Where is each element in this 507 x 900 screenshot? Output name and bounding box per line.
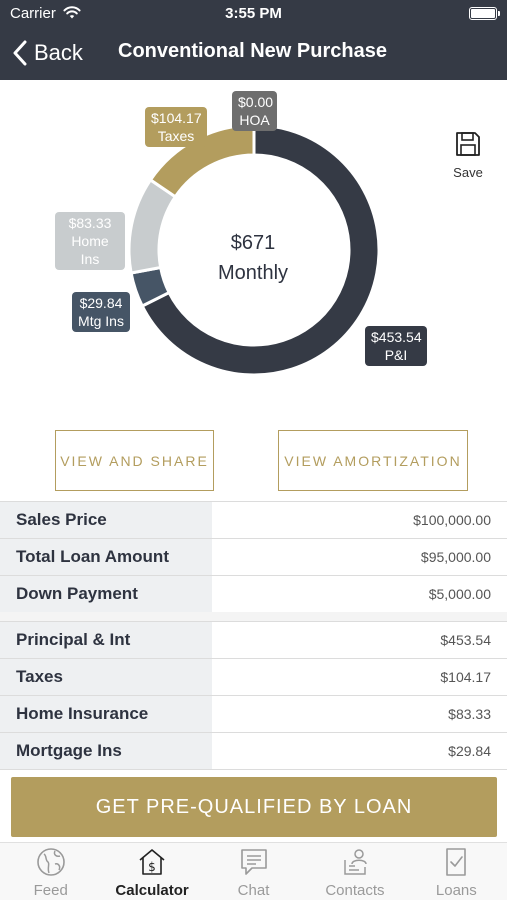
- back-label: Back: [34, 40, 83, 65]
- row-value: $100,000.00: [413, 512, 491, 528]
- monthly-amount: $671: [230, 232, 276, 254]
- callout-taxes: $104.17 Taxes: [145, 107, 207, 147]
- tab-chat[interactable]: Chat: [203, 843, 304, 900]
- table-row: Principal & Int $453.54: [0, 622, 507, 659]
- donut-slice-home: [127, 177, 178, 275]
- view-and-share-button[interactable]: VIEW AND SHARE: [55, 430, 214, 491]
- row-label: Sales Price: [0, 502, 212, 538]
- row-label: Down Payment: [0, 576, 212, 612]
- row-label: Home Insurance: [0, 696, 212, 732]
- floppy-disk-icon: [456, 132, 480, 156]
- payment-breakdown-table: Principal & Int $453.54 Taxes $104.17 Ho…: [0, 621, 507, 770]
- donut-svg: [127, 123, 381, 377]
- section-divider: [0, 612, 507, 621]
- tab-chat-label: Chat: [237, 882, 270, 899]
- get-pre-qualified-button[interactable]: GET PRE-QUALIFIED BY LOAN: [11, 777, 497, 837]
- table-row: Taxes $104.17: [0, 659, 507, 696]
- wifi-icon: [63, 6, 81, 19]
- chat-icon: [240, 849, 267, 875]
- view-amortization-button[interactable]: VIEW AMORTIZATION: [278, 430, 468, 491]
- calculator-icon: $: [139, 849, 165, 875]
- monthly-label: Monthly: [217, 262, 289, 284]
- row-label: Total Loan Amount: [0, 539, 212, 575]
- tab-calculator-label: Calculator: [115, 882, 189, 899]
- status-time: 3:55 PM: [225, 5, 282, 22]
- svg-text:$: $: [148, 860, 156, 874]
- callout-home-ins-label: Home Ins: [71, 233, 109, 267]
- callout-pi-value: $453.54: [371, 329, 422, 345]
- tab-contacts-label: Contacts: [325, 882, 385, 899]
- callout-mtg-ins: $29.84 Mtg Ins: [72, 292, 130, 332]
- callout-mtg-ins-label: Mtg Ins: [78, 313, 124, 329]
- nav-bar: Back Conventional New Purchase: [0, 30, 507, 76]
- globe-icon: [36, 848, 65, 876]
- payment-donut-chart: $671 Monthly: [0, 80, 507, 420]
- page-title: Conventional New Purchase: [118, 40, 387, 62]
- tab-loans-label: Loans: [435, 882, 477, 899]
- chevron-left-icon: [13, 40, 27, 66]
- row-value: $5,000.00: [428, 586, 491, 602]
- row-value: $95,000.00: [420, 549, 491, 565]
- table-row: Sales Price $100,000.00: [0, 502, 507, 539]
- tab-loans[interactable]: Loans: [406, 843, 507, 900]
- row-value: $83.33: [448, 706, 491, 722]
- tab-calculator[interactable]: $ Calculator: [101, 843, 202, 900]
- carrier-label: Carrier: [10, 5, 56, 22]
- save-button[interactable]: Save: [447, 130, 489, 180]
- callout-taxes-label: Taxes: [157, 128, 195, 144]
- table-row: Home Insurance $83.33: [0, 696, 507, 733]
- tab-contacts[interactable]: Contacts: [304, 843, 405, 900]
- back-button[interactable]: Back: [12, 36, 83, 70]
- status-bar: Carrier 3:55 PM: [0, 0, 507, 28]
- row-value: $29.84: [448, 743, 491, 759]
- row-label: Principal & Int: [0, 622, 212, 658]
- tab-feed[interactable]: Feed: [0, 843, 101, 900]
- contacts-icon: [344, 849, 367, 875]
- table-row: Total Loan Amount $95,000.00: [0, 539, 507, 576]
- callout-pi-label: P&I: [384, 347, 408, 363]
- tab-feed-label: Feed: [33, 882, 68, 899]
- tab-bar: Feed $ Calculator Chat Contacts Loans: [0, 842, 507, 900]
- callout-pi: $453.54 P&I: [365, 326, 427, 366]
- callout-hoa-label: HOA: [239, 112, 270, 128]
- callout-home-ins-value: $83.33: [68, 215, 112, 231]
- callout-hoa: $0.00 HOA: [232, 91, 277, 131]
- row-value: $104.17: [440, 669, 491, 685]
- row-label: Mortgage Ins: [0, 733, 212, 769]
- save-label: Save: [453, 165, 483, 180]
- callout-hoa-value: $0.00: [238, 94, 274, 110]
- row-label: Taxes: [0, 659, 212, 695]
- table-row: Mortgage Ins $29.84: [0, 733, 507, 770]
- top-bar: Carrier 3:55 PM Back Conventional New Pu…: [0, 0, 507, 80]
- donut-slice-pi: [140, 123, 381, 377]
- table-row: Down Payment $5,000.00: [0, 576, 507, 613]
- callout-mtg-ins-value: $29.84: [79, 295, 123, 311]
- callout-home-ins: $83.33 Home Ins: [55, 212, 125, 270]
- loan-summary-table: Sales Price $100,000.00 Total Loan Amoun…: [0, 501, 507, 613]
- callout-taxes-value: $104.17: [151, 110, 202, 126]
- battery-icon: [469, 7, 500, 20]
- loans-icon: [446, 848, 467, 876]
- row-value: $453.54: [440, 632, 491, 648]
